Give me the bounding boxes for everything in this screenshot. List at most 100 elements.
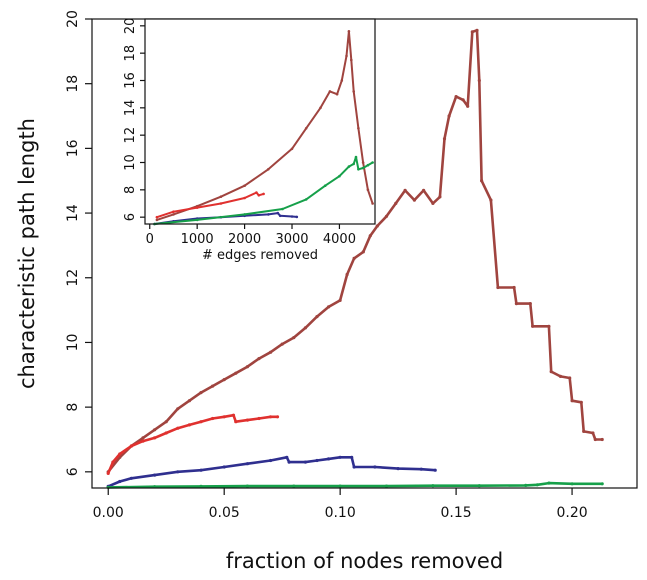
series-2-point	[352, 465, 356, 469]
main-plot: 0.00 0.05 0.10 0.15 0.20 6 8 10 12 14 16 18 20 fracti…	[15, 10, 638, 573]
series-0-point	[403, 188, 407, 192]
inset-series-1-point	[257, 194, 261, 197]
inset-series-2-point	[295, 215, 299, 219]
inset-y-tick-label: 8	[123, 186, 138, 194]
inset-series-1-point	[255, 191, 258, 194]
inset-series-2-point	[276, 211, 280, 215]
series-2-point	[129, 476, 133, 480]
series-0-point	[345, 272, 349, 277]
inset-series-line-2	[153, 212, 298, 225]
series-3-point	[570, 482, 574, 486]
series-2-point	[303, 460, 307, 464]
inset-series-0-point	[219, 195, 223, 198]
series-1-point	[118, 452, 122, 456]
series-3-point	[292, 484, 296, 488]
y-tick-label: 8	[65, 403, 81, 412]
series-3-point	[477, 484, 481, 488]
y-axis-label: characteristic path length	[15, 118, 39, 389]
series-0-point	[368, 234, 372, 238]
y-tick-label: 18	[65, 75, 81, 93]
x-tick-label: 0.10	[325, 505, 356, 521]
inset-series-3-point	[323, 184, 327, 187]
series-0-point	[512, 285, 516, 290]
series-2-point	[222, 465, 226, 469]
inset-y-tick-label: 14	[123, 100, 138, 117]
series-3-point	[600, 482, 604, 486]
inset-plot-frame	[144, 18, 376, 225]
series-1-point	[187, 423, 191, 427]
series-0-point	[591, 431, 595, 435]
series-2-point	[433, 468, 437, 472]
series-2-point	[245, 462, 249, 466]
inset-x-tick-label: 3000	[275, 232, 308, 247]
series-1-point	[106, 471, 110, 475]
series-0-point	[442, 137, 447, 141]
series-3-point	[245, 484, 249, 488]
series-0-point	[549, 370, 553, 374]
y-tick-label: 14	[65, 204, 81, 222]
inset-series-1-point	[219, 202, 223, 205]
series-2-point	[373, 465, 377, 469]
series-0-point	[514, 302, 519, 306]
series-1-point	[275, 415, 280, 419]
inset-x-tick-label: 1000	[181, 232, 214, 247]
series-line-0	[106, 28, 604, 474]
x-tick-label: 0.15	[441, 505, 472, 521]
series-line-2	[106, 455, 437, 488]
inset-series-3-point	[195, 218, 199, 222]
series-0-point	[431, 201, 435, 205]
inset-series-1-point	[243, 196, 246, 200]
inset-y-tick-label: 10	[123, 154, 138, 171]
series-0-point	[352, 256, 356, 260]
inset-series-0-point	[361, 161, 365, 164]
inset-series-0-point	[335, 92, 339, 96]
inset-series-2-point	[278, 214, 282, 218]
series-0-point	[422, 188, 426, 192]
x-axis-label: fraction of nodes removed	[226, 549, 503, 573]
series-2-point	[287, 460, 291, 464]
series-0-point	[303, 326, 307, 330]
series-2-point	[199, 468, 203, 472]
series-2-point	[285, 455, 289, 459]
inset-series-3-point	[243, 213, 246, 216]
series-0-point	[164, 420, 168, 424]
inset-x-tick-label: 2000	[228, 232, 261, 247]
series-0-point	[234, 371, 238, 375]
inset-series-3-point	[347, 165, 351, 168]
series-0-point	[327, 305, 331, 309]
series-0-point	[292, 336, 296, 340]
series-0-point	[338, 298, 342, 302]
series-0-point	[461, 98, 465, 102]
inset-series-0-point	[172, 213, 175, 216]
series-0-point	[570, 399, 574, 403]
series-1-point	[269, 415, 273, 419]
series-1-point	[111, 460, 115, 464]
inset-x-tick-label: 4000	[323, 232, 356, 247]
series-0-point	[568, 376, 572, 380]
series-0-point	[558, 374, 563, 378]
series-0-point	[470, 30, 474, 34]
inset-series-0-point	[328, 90, 332, 93]
series-0-point	[222, 378, 226, 382]
inset-series-3-point	[371, 161, 374, 164]
series-0-point	[582, 429, 586, 433]
series-3-point	[547, 481, 551, 485]
series-2-point	[153, 473, 157, 477]
inset-series-3-point	[366, 163, 370, 167]
series-0-point	[153, 428, 157, 432]
series-0-point	[141, 436, 145, 440]
inset-series-0-point	[304, 127, 308, 130]
inset-series-0-point	[366, 188, 370, 192]
series-1-point	[141, 439, 145, 443]
series-2-point	[327, 457, 331, 461]
y-tick-label: 12	[65, 269, 81, 287]
x-tick-label: 0.05	[209, 505, 240, 521]
series-0-point	[547, 324, 551, 328]
inset-series-0-point	[319, 106, 322, 110]
inset-series-0-point	[243, 184, 246, 187]
series-0-point	[475, 28, 479, 32]
series-0-point	[245, 365, 249, 369]
series-0-point	[199, 391, 203, 395]
series-0-point	[211, 384, 215, 388]
